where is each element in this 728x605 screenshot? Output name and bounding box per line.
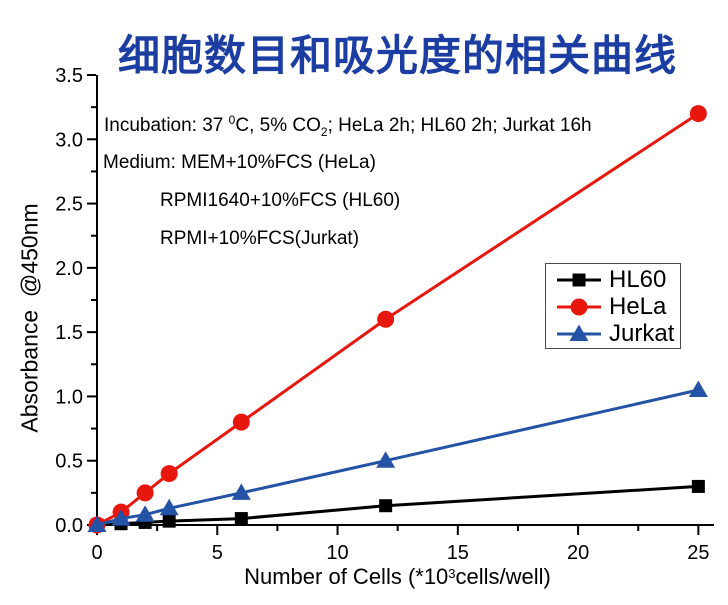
x-axis: 0 5 10 15 20 25 [91, 526, 709, 564]
legend-triangle-marker-icon [557, 324, 601, 341]
svg-text:0.5: 0.5 [55, 451, 83, 473]
legend-item-hl60: HL60 [546, 266, 680, 293]
svg-text:1.0: 1.0 [55, 386, 83, 408]
svg-text:5: 5 [212, 542, 223, 564]
legend-label: Jurkat [609, 319, 675, 347]
x-axis-label: Number of Cells (*103cells/well) [244, 564, 551, 589]
legend-square-marker-icon [557, 273, 601, 286]
svg-text:2.0: 2.0 [55, 258, 83, 280]
legend-item-hela: HeLa [546, 293, 680, 320]
medium-note-jurkat: RPMI+10%FCS(Jurkat) [160, 228, 360, 249]
svg-text:1.5: 1.5 [55, 322, 83, 344]
incubation-note: Incubation: 37 0C, 5% CO2; HeLa 2h; HL60… [104, 113, 592, 139]
medium-note-hl60: RPMI1640+10%FCS (HL60) [160, 190, 401, 211]
legend-circle-marker-icon [557, 298, 601, 315]
svg-text:3.0: 3.0 [55, 129, 83, 151]
medium-note-hela: Medium: MEM+10%FCS (HeLa) [103, 152, 376, 173]
series-jurkat [87, 380, 708, 532]
svg-text:25: 25 [687, 542, 709, 564]
axes [96, 75, 714, 526]
svg-text:15: 15 [447, 542, 469, 564]
chart-title: 细胞数目和吸光度的相关曲线 [117, 32, 677, 79]
legend-label: HL60 [609, 265, 667, 293]
svg-text:0: 0 [91, 542, 102, 564]
y-axis-label: Absorbance @450nm [16, 203, 43, 433]
svg-text:0.0: 0.0 [55, 515, 83, 537]
svg-text:20: 20 [567, 542, 589, 564]
svg-text:3.5: 3.5 [55, 65, 83, 87]
y-axis: 0.0 0.5 1.0 1.5 2.0 2.5 3.0 3.5 [55, 65, 96, 537]
legend-item-jurkat: Jurkat [546, 320, 680, 347]
legend: HL60 HeLa Jurkat [545, 263, 681, 349]
svg-text:2.5: 2.5 [55, 194, 83, 216]
svg-text:10: 10 [326, 542, 348, 564]
legend-label: HeLa [609, 292, 667, 320]
